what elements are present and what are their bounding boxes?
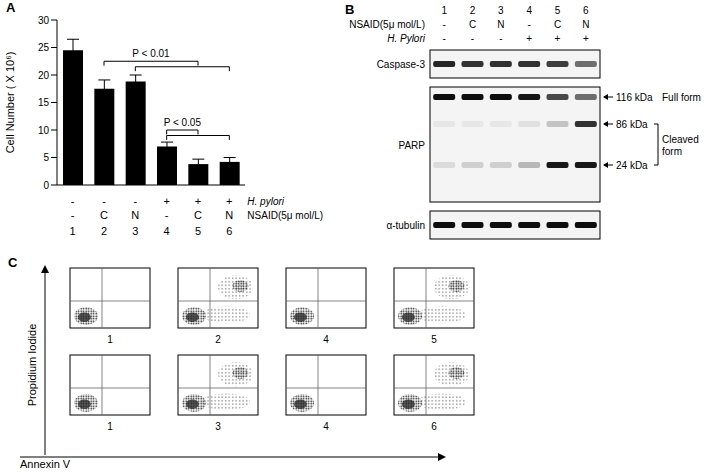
svg-text:4: 4: [323, 421, 329, 432]
svg-text:10: 10: [38, 125, 50, 136]
html-text:A: A: [6, 0, 16, 15]
svg-text:C: C: [554, 19, 561, 30]
svg-text:PARP: PARP: [399, 140, 426, 151]
svg-text:Propidium Iodide: Propidium Iodide: [26, 324, 38, 407]
svg-text:4: 4: [526, 5, 532, 16]
svg-text:N: N: [582, 19, 589, 30]
svg-text:α-tubulin: α-tubulin: [386, 220, 425, 231]
svg-text:+: +: [226, 195, 232, 207]
svg-text:N: N: [497, 19, 504, 30]
svg-text:N: N: [131, 209, 139, 221]
svg-text:3: 3: [215, 421, 221, 432]
svg-text:-: -: [442, 19, 445, 30]
svg-text:P < 0.01: P < 0.01: [132, 48, 170, 59]
svg-text:1: 1: [441, 5, 447, 16]
svg-text:-: -: [471, 33, 474, 44]
svg-text:Annexin V: Annexin V: [20, 458, 71, 470]
svg-text:6: 6: [583, 5, 589, 16]
svg-text:5: 5: [555, 5, 561, 16]
svg-text:4: 4: [164, 225, 170, 237]
svg-text:-: -: [71, 195, 75, 207]
svg-text:+: +: [583, 33, 589, 44]
svg-text:+: +: [195, 195, 201, 207]
svg-text:NSAID(5μ mol/L): NSAID(5μ mol/L): [247, 210, 323, 221]
svg-text:2: 2: [215, 334, 221, 345]
svg-text:3: 3: [132, 225, 138, 237]
svg-text:24 kDa: 24 kDa: [616, 160, 648, 171]
svg-text:C: C: [194, 209, 202, 221]
svg-text:1: 1: [107, 421, 113, 432]
svg-text:1: 1: [70, 225, 76, 237]
svg-text:P < 0.05: P < 0.05: [164, 117, 202, 128]
svg-text:20: 20: [38, 70, 50, 81]
svg-text:5: 5: [195, 225, 201, 237]
svg-text:C: C: [100, 209, 108, 221]
svg-text:B: B: [345, 2, 354, 17]
svg-text:C: C: [8, 255, 18, 270]
svg-text:0: 0: [43, 180, 49, 191]
svg-text:-: -: [442, 33, 445, 44]
svg-text:H. Pylori: H. Pylori: [387, 33, 426, 44]
svg-text:-: -: [71, 209, 75, 221]
svg-text:2: 2: [470, 5, 476, 16]
svg-text:-: -: [165, 209, 169, 221]
svg-text:5: 5: [431, 334, 437, 345]
svg-text:-: -: [499, 33, 502, 44]
svg-text:25: 25: [38, 42, 50, 53]
svg-text:116 kDa: 116 kDa: [616, 92, 653, 103]
svg-text:C: C: [469, 19, 476, 30]
svg-text:+: +: [163, 195, 169, 207]
svg-text:4: 4: [323, 334, 329, 345]
svg-text:H. pylori: H. pylori: [247, 196, 284, 207]
svg-text:Cleaved: Cleaved: [662, 134, 699, 145]
svg-text:form: form: [662, 146, 682, 157]
svg-text:Full form: Full form: [662, 92, 701, 103]
svg-text:N: N: [225, 209, 233, 221]
svg-text:6: 6: [226, 225, 232, 237]
svg-text:NSAID(5μ mol/L): NSAID(5μ mol/L): [349, 19, 425, 30]
svg-text:15: 15: [38, 97, 50, 108]
svg-text:-: -: [527, 19, 530, 30]
svg-text:+: +: [555, 33, 561, 44]
svg-text:Cell Number ( X 10⁶): Cell Number ( X 10⁶): [4, 52, 16, 154]
svg-text:30: 30: [38, 15, 50, 26]
svg-text:2: 2: [101, 225, 107, 237]
svg-text:1: 1: [107, 334, 113, 345]
svg-text:+: +: [526, 33, 532, 44]
svg-text:3: 3: [498, 5, 504, 16]
svg-text:Caspase-3: Caspase-3: [377, 59, 426, 70]
svg-text:-: -: [102, 195, 106, 207]
svg-text:-: -: [133, 195, 137, 207]
svg-text:6: 6: [431, 421, 437, 432]
svg-text:86 kDa: 86 kDa: [616, 119, 648, 130]
svg-text:5: 5: [43, 152, 49, 163]
